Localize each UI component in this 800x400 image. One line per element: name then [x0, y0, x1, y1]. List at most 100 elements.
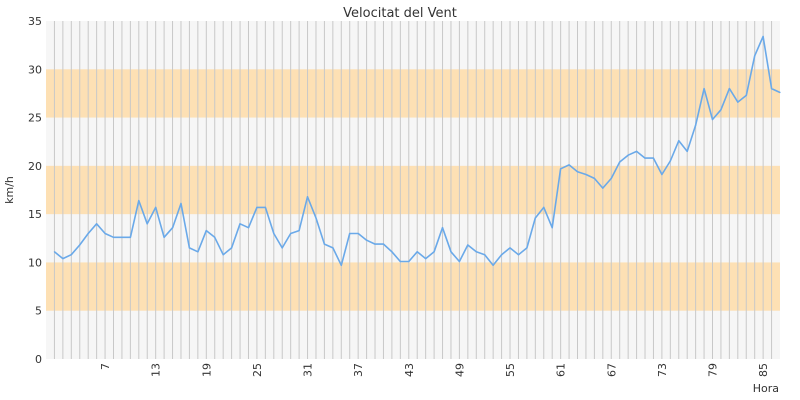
data-point: [70, 254, 72, 256]
data-point: [349, 232, 351, 235]
data-point: [155, 206, 157, 208]
y-axis-label: km/h: [3, 176, 16, 204]
data-point: [686, 150, 688, 152]
x-tick-label: 85: [757, 363, 770, 377]
data-point: [703, 88, 705, 90]
x-axis-ticks: 7 13 19 25 31 37 43 49 55 61 67 73 79 85: [99, 363, 770, 377]
data-point: [652, 157, 655, 159]
x-tick-label: 55: [504, 363, 517, 377]
data-point: [610, 177, 612, 180]
series-layer: [53, 35, 781, 267]
data-point: [745, 94, 747, 96]
data-point: [450, 251, 452, 253]
data-point: [273, 232, 275, 235]
data-point: [382, 243, 385, 245]
data-point: [104, 232, 106, 235]
x-tick-label: 19: [200, 363, 213, 377]
data-point: [644, 157, 646, 159]
data-point: [87, 232, 89, 235]
data-point: [214, 236, 216, 238]
data-point: [205, 229, 207, 232]
data-point: [96, 223, 98, 225]
data-point: [374, 243, 376, 245]
data-point: [290, 232, 292, 235]
data-point: [433, 251, 435, 253]
data-point: [53, 251, 56, 253]
data-point: [560, 168, 562, 170]
data-point: [661, 173, 663, 176]
data-point: [534, 217, 536, 219]
y-tick-label: 25: [28, 112, 42, 125]
data-point: [129, 236, 131, 238]
data-point: [408, 260, 410, 263]
data-point: [475, 251, 477, 253]
data-point: [357, 232, 359, 235]
data-point: [669, 160, 671, 162]
data-point: [770, 88, 773, 90]
data-point: [779, 91, 781, 94]
data-point: [264, 206, 266, 208]
data-point: [399, 260, 401, 263]
data-point: [728, 88, 730, 90]
data-point: [619, 161, 621, 163]
y-band-0: [46, 262, 780, 311]
data-point: [315, 217, 317, 219]
data-point: [467, 244, 469, 246]
data-point: [627, 154, 629, 156]
data-point: [323, 243, 326, 245]
data-point: [695, 124, 697, 126]
data-point: [492, 264, 494, 266]
y-tick-label: 15: [28, 208, 42, 221]
data-point: [180, 202, 182, 205]
data-point: [298, 229, 300, 232]
data-point: [737, 101, 739, 103]
y-tick-label: 5: [35, 305, 42, 318]
data-point: [365, 239, 368, 241]
data-point: [163, 236, 165, 238]
data-point: [458, 260, 461, 263]
y-band-1: [46, 165, 780, 215]
data-point: [593, 177, 595, 180]
data-point: [720, 109, 722, 111]
y-tick-label: 20: [28, 160, 42, 173]
x-axis-label: Hora: [753, 382, 779, 395]
data-point: [231, 247, 233, 249]
y-tick-label: 35: [28, 15, 42, 28]
data-point: [711, 118, 714, 121]
x-tick-label: 67: [605, 363, 618, 377]
y-tick-label: 0: [35, 353, 42, 366]
data-point: [171, 227, 174, 229]
data-point: [500, 254, 503, 256]
data-point: [484, 254, 486, 256]
data-point: [441, 227, 444, 229]
data-point: [526, 247, 528, 249]
data-point: [256, 206, 258, 208]
y-bands: [46, 69, 780, 311]
x-tick-label: 43: [403, 363, 416, 377]
data-point: [138, 200, 140, 202]
vertical-gridlines: [53, 21, 773, 359]
y-tick-label: 10: [28, 256, 42, 269]
x-tick-label: 79: [707, 363, 720, 377]
chart-title: Velocitat del Vent: [343, 6, 457, 21]
data-point: [551, 227, 553, 229]
x-tick-label: 7: [99, 363, 112, 370]
x-tick-label: 73: [656, 363, 669, 377]
data-point: [391, 251, 393, 253]
data-point: [416, 251, 418, 253]
data-point: [585, 173, 587, 176]
data-point: [517, 254, 520, 256]
y-tick-label: 30: [28, 63, 42, 76]
data-point: [762, 35, 764, 38]
data-point: [340, 264, 342, 266]
data-point: [197, 251, 199, 253]
data-point: [222, 254, 224, 256]
data-point: [239, 223, 241, 225]
data-point: [678, 140, 680, 142]
data-point: [602, 187, 604, 189]
data-point: [79, 244, 81, 246]
data-point: [306, 196, 309, 198]
data-point: [112, 236, 115, 238]
y-band-2: [46, 69, 780, 118]
